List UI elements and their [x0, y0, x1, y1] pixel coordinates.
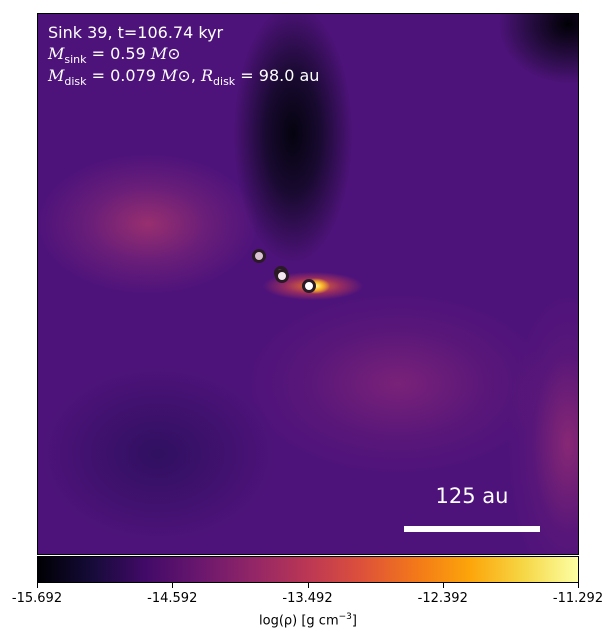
scalebar-label: 125 au: [435, 484, 509, 508]
scalebar: [404, 526, 540, 532]
colorbar-label: log(ρ) [g cm−3]: [259, 612, 357, 628]
colorbar-tick: [578, 583, 579, 588]
colorbar-tick: [172, 583, 174, 588]
solar-mass-unit: M⊙: [161, 66, 191, 85]
colorbar-tick-label: -12.392: [417, 591, 468, 606]
colorbar-tick: [442, 583, 444, 588]
mdisk-symbol: M: [48, 66, 65, 85]
colorbar-tick: [307, 583, 309, 588]
rdisk-symbol: R: [200, 66, 214, 85]
colorbar-label-end: ]: [351, 613, 357, 629]
colorbar-tick-label: -11.292: [552, 591, 604, 606]
msink-sub: sink: [64, 53, 87, 67]
solar-mass-unit: M⊙: [150, 44, 181, 63]
sink-marker: [275, 269, 289, 283]
rdisk-sub: disk: [213, 75, 236, 89]
colorbar-label-exp: −3: [338, 612, 352, 622]
sink-marker: [252, 249, 266, 263]
title-line-sink: Sink 39, t=106.74 kyr: [48, 23, 224, 42]
colorbar-tick: [37, 583, 38, 588]
colorbar: [37, 556, 579, 583]
colorbar-tick-label: -13.492: [282, 591, 333, 606]
rdisk-value: = 98.0 au: [240, 66, 320, 85]
mdisk-sub: disk: [64, 75, 87, 89]
msink-value: = 0.59: [91, 44, 146, 63]
mdisk-value: = 0.079: [91, 66, 156, 85]
colorbar-tick-label: -14.592: [147, 591, 198, 606]
density-map: Sink 39, t=106.74 kyr Msink = 0.59 M⊙ Md…: [37, 13, 579, 555]
msink-symbol: M: [48, 44, 65, 63]
title-line-mdisk: Mdisk = 0.079 M⊙, Rdisk = 98.0 au: [48, 66, 320, 89]
title-line-msink: Msink = 0.59 M⊙: [48, 43, 181, 70]
sink-marker: [302, 279, 316, 293]
colorbar-tick-label: -15.692: [11, 591, 63, 606]
colorbar-label-main: log(ρ) [g cm: [259, 613, 339, 629]
